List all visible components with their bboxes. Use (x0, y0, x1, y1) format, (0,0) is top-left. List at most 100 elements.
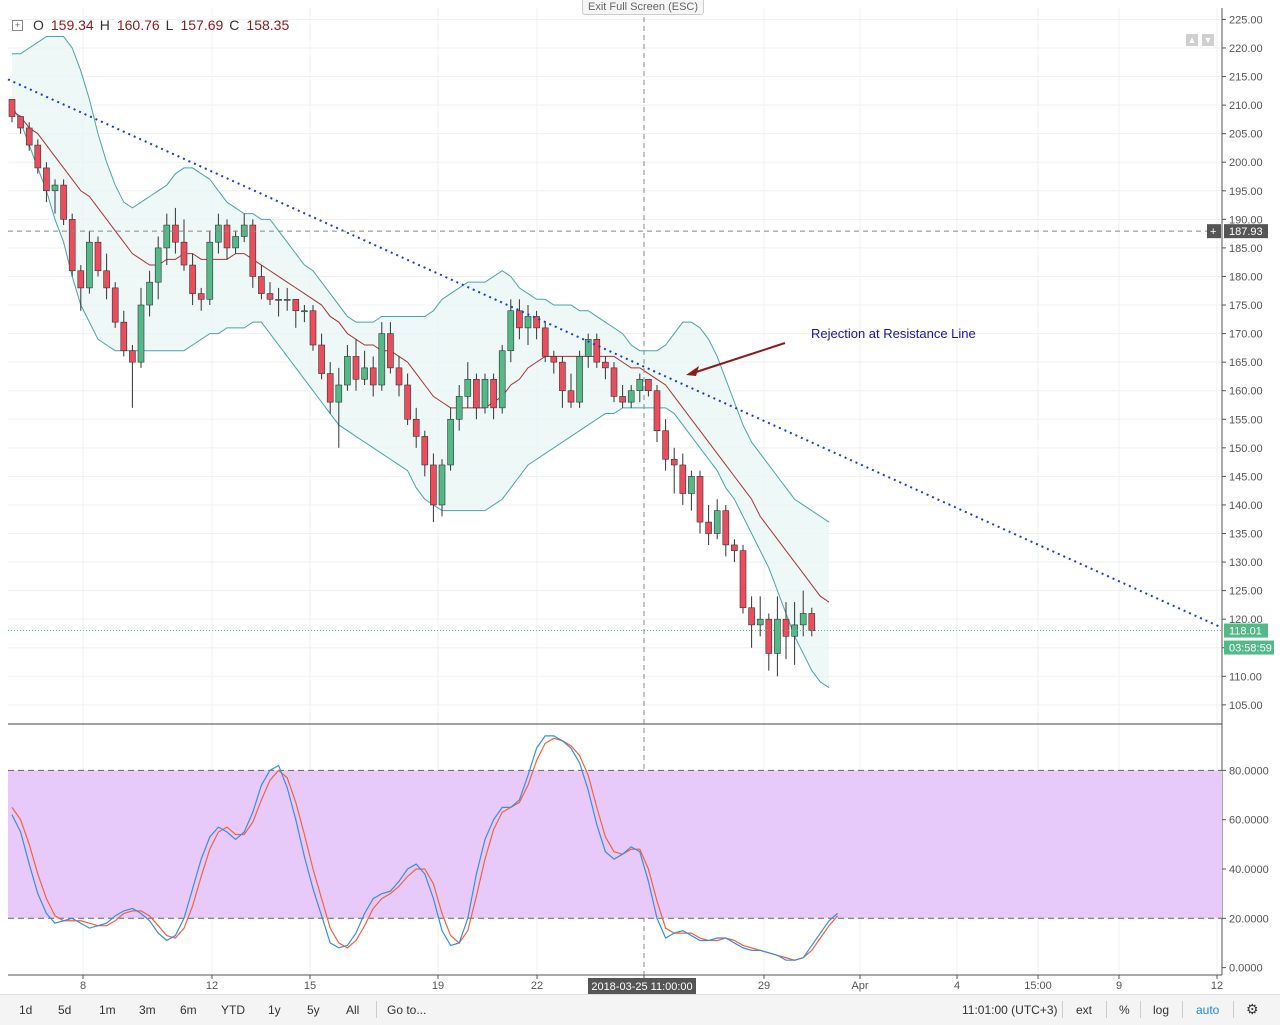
candle-body (713, 510, 721, 534)
exit-fullscreen-button[interactable]: Exit Full Screen (ESC) (582, 0, 705, 15)
down-arrow-icon[interactable]: ▼ (1202, 34, 1214, 46)
percent-toggle[interactable]: % (1119, 1003, 1130, 1017)
range-1m[interactable]: 1m (99, 1003, 116, 1017)
open-label: O (33, 17, 44, 33)
candle-body (146, 281, 153, 306)
candle-body (120, 321, 128, 352)
timezone-label[interactable]: 11:01:00 (UTC+3) (962, 1003, 1058, 1017)
crosshair-price-label: 187.93 (1229, 226, 1263, 238)
settings-gear-icon[interactable]: ⚙ (1246, 1001, 1259, 1017)
price-tick-label: 155.00 (1229, 414, 1263, 426)
time-tick-label: 9 (1116, 980, 1122, 992)
candle-body (731, 544, 738, 551)
range-1y[interactable]: 1y (268, 1003, 281, 1017)
price-tick-label: 180.00 (1229, 271, 1263, 283)
candle-body (550, 356, 558, 363)
candle-body (395, 367, 403, 386)
goto-button[interactable]: Go to... (387, 1003, 427, 1017)
candle-body (344, 356, 351, 386)
candle-body (163, 224, 171, 249)
candle-body (627, 390, 635, 403)
candle-body (223, 224, 231, 249)
time-tick-label: 15 (304, 980, 316, 992)
candle-body (137, 304, 145, 363)
range-ytd[interactable]: YTD (221, 1003, 245, 1017)
price-tick-label: 145.00 (1229, 471, 1263, 483)
candle-body (361, 367, 368, 380)
candle-body (670, 458, 678, 466)
price-tick-label: 170.00 (1229, 329, 1263, 341)
candle-body (473, 378, 480, 409)
candle-body (369, 367, 377, 386)
range-5d[interactable]: 5d (58, 1003, 72, 1017)
time-tick-label: 12 (206, 980, 218, 992)
log-toggle[interactable]: log (1153, 1003, 1170, 1017)
stoch-tick-label: 0.0000 (1229, 963, 1263, 975)
chart-svg[interactable]: 105.00110.00115.00120.00125.00130.00135.… (0, 0, 1280, 994)
bottom-toolbar: 1d 5d 1m 3m 6m YTD 1y 5y All Go to... 11… (0, 994, 1280, 1025)
close-value: 158.35 (246, 17, 290, 33)
ext-toggle[interactable]: ext (1076, 1003, 1093, 1017)
candle-body (301, 310, 308, 313)
candle-body (507, 310, 515, 352)
scale-controls: ▲ ▼ (1186, 34, 1214, 46)
candle-body (481, 378, 489, 409)
candle-body (455, 396, 463, 420)
candle-body (559, 361, 566, 392)
candle-body (645, 378, 652, 392)
range-6m[interactable]: 6m (180, 1003, 197, 1017)
candle-body (292, 299, 300, 312)
candle-body (421, 436, 429, 466)
candle-body (86, 241, 93, 289)
low-label: L (165, 17, 174, 33)
auto-toggle[interactable]: auto (1196, 1003, 1220, 1017)
crosshair-plus-icon (1207, 224, 1221, 239)
price-tick-label: 195.00 (1229, 186, 1263, 198)
stoch-d-line (11, 737, 839, 961)
candle-body (782, 618, 790, 637)
candle-body (653, 390, 661, 431)
price-tick-label: 185.00 (1229, 243, 1263, 255)
price-tick-label: 210.00 (1229, 100, 1263, 112)
candle-body (215, 224, 222, 243)
price-tick-label: 190.00 (1229, 214, 1263, 226)
candle-body (249, 224, 257, 277)
range-3m[interactable]: 3m (139, 1003, 156, 1017)
candle-body (275, 299, 282, 301)
candle-body (722, 510, 730, 546)
time-tick-label: 8 (80, 980, 86, 992)
time-tick-label: 12 (1211, 980, 1223, 992)
crosshair-date-label: 2018-03-25 11:00:00 (591, 981, 692, 993)
stoch-tick-label: 40.0000 (1229, 864, 1269, 876)
candle-body (662, 430, 669, 460)
candle-body (567, 390, 575, 403)
time-tick-label: Apr (851, 980, 868, 992)
candle-body (584, 338, 592, 357)
range-all[interactable]: All (346, 1003, 360, 1017)
bollinger-upper-line (12, 36, 830, 523)
price-tick-label: 120.00 (1229, 614, 1263, 626)
candle-body (696, 476, 704, 523)
candle-body (266, 293, 274, 300)
price-tick-label: 165.00 (1229, 357, 1263, 369)
candle-body (335, 384, 343, 403)
up-arrow-icon[interactable]: ▲ (1186, 34, 1198, 46)
candle-body (576, 356, 583, 403)
candle-body (60, 184, 67, 220)
candle-body (799, 613, 807, 626)
annotation-arrow (689, 342, 786, 375)
legend-toggle-icon[interactable]: + (12, 19, 23, 31)
candle-body (154, 247, 162, 283)
close-label: C (229, 17, 240, 33)
candle-body (258, 276, 265, 294)
countdown-label-bg (1224, 640, 1274, 655)
candle-body (516, 310, 523, 329)
range-1d[interactable]: 1d (19, 1003, 33, 1017)
range-5y[interactable]: 5y (307, 1003, 320, 1017)
price-tick-label: 125.00 (1229, 586, 1263, 598)
candle-body (378, 333, 386, 386)
toolbar-divider (376, 1001, 377, 1018)
toolbar-divider (1062, 1001, 1063, 1018)
candle-body (94, 241, 102, 272)
